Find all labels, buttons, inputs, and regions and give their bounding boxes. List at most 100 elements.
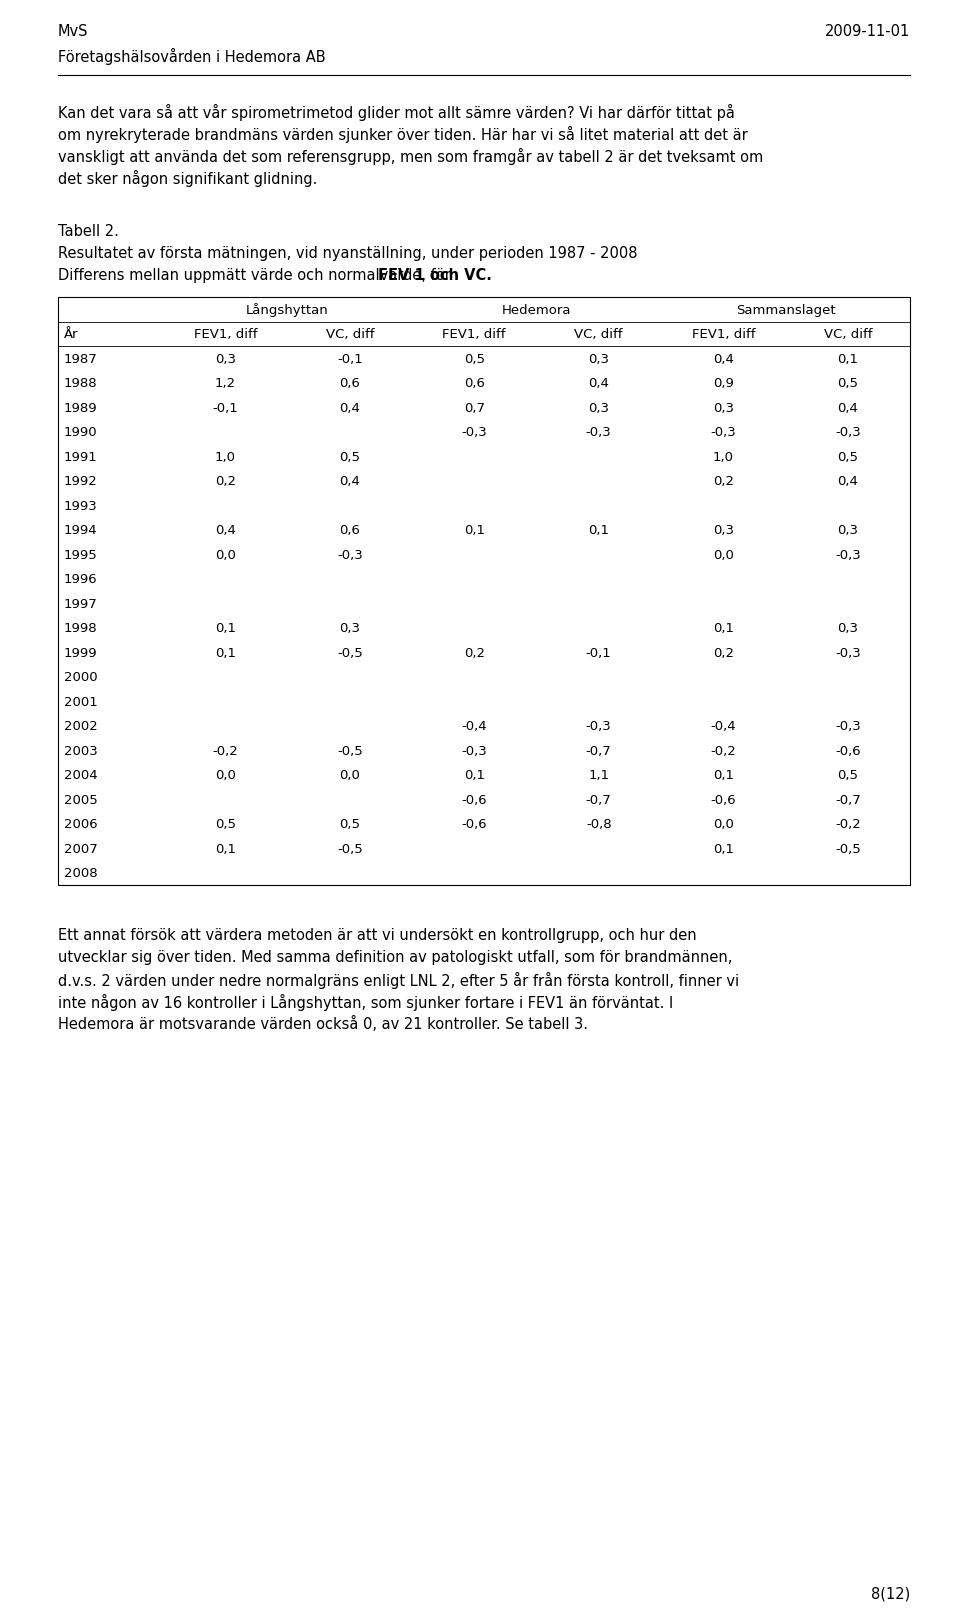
Text: Resultatet av första mätningen, vid nyanställning, under perioden 1987 - 2008: Resultatet av första mätningen, vid nyan… (58, 245, 637, 261)
Text: 0,3: 0,3 (712, 524, 733, 537)
Text: 0,1: 0,1 (712, 622, 733, 635)
Text: 0,4: 0,4 (215, 524, 236, 537)
Text: 0,4: 0,4 (837, 476, 858, 489)
Text: -0,1: -0,1 (337, 352, 363, 365)
Text: 0,0: 0,0 (215, 769, 236, 782)
Text: 0,1: 0,1 (464, 524, 485, 537)
Text: -0,7: -0,7 (835, 794, 860, 807)
Text: 0,1: 0,1 (464, 769, 485, 782)
Text: 0,5: 0,5 (339, 818, 360, 831)
Text: Tabell 2.: Tabell 2. (58, 224, 119, 239)
Text: 0,3: 0,3 (215, 352, 236, 365)
Text: -0,5: -0,5 (835, 842, 860, 855)
Text: 2000: 2000 (64, 670, 98, 683)
Text: 0,2: 0,2 (464, 646, 485, 659)
Text: 0,1: 0,1 (712, 769, 733, 782)
Text: 0,2: 0,2 (215, 476, 236, 489)
Text: 2001: 2001 (64, 695, 98, 708)
Text: 0,1: 0,1 (588, 524, 610, 537)
Text: 1,0: 1,0 (712, 451, 733, 464)
Text: FEV1, diff: FEV1, diff (443, 328, 506, 341)
Text: 1999: 1999 (64, 646, 98, 659)
Text: -0,7: -0,7 (586, 794, 612, 807)
Text: 0,4: 0,4 (339, 476, 360, 489)
Text: 2005: 2005 (64, 794, 98, 807)
Text: -0,3: -0,3 (337, 549, 363, 562)
Text: -0,3: -0,3 (835, 646, 860, 659)
Text: -0,1: -0,1 (586, 646, 612, 659)
FancyBboxPatch shape (58, 297, 910, 886)
Text: 1998: 1998 (64, 622, 98, 635)
Text: MvS: MvS (58, 24, 88, 39)
Text: -0,3: -0,3 (462, 425, 487, 438)
Text: 0,4: 0,4 (713, 352, 733, 365)
Text: 2003: 2003 (64, 745, 98, 758)
Text: 0,5: 0,5 (464, 352, 485, 365)
Text: -0,2: -0,2 (212, 745, 238, 758)
Text: 0,1: 0,1 (215, 622, 236, 635)
Text: -0,6: -0,6 (462, 794, 487, 807)
Text: 0,6: 0,6 (339, 377, 360, 390)
Text: -0,3: -0,3 (835, 425, 860, 438)
Text: 0,5: 0,5 (215, 818, 236, 831)
Text: 0,2: 0,2 (712, 646, 733, 659)
Text: 2008: 2008 (64, 867, 98, 880)
Text: VC, diff: VC, diff (824, 328, 872, 341)
Text: -0,5: -0,5 (337, 842, 363, 855)
Text: 1993: 1993 (64, 500, 98, 513)
Text: d.v.s. 2 värden under nedre normalgräns enligt LNL 2, efter 5 år från första kon: d.v.s. 2 värden under nedre normalgräns … (58, 972, 739, 988)
Text: -0,3: -0,3 (462, 745, 487, 758)
Text: 2007: 2007 (64, 842, 98, 855)
Text: 0,0: 0,0 (215, 549, 236, 562)
Text: 0,0: 0,0 (713, 549, 733, 562)
Text: FEV1, diff: FEV1, diff (691, 328, 755, 341)
Text: -0,4: -0,4 (710, 721, 736, 734)
Text: -0,5: -0,5 (337, 646, 363, 659)
Text: 0,5: 0,5 (837, 769, 858, 782)
Text: vanskligt att använda det som referensgrupp, men som framgår av tabell 2 är det : vanskligt att använda det som referensgr… (58, 148, 763, 166)
Text: 0,1: 0,1 (215, 646, 236, 659)
Text: 1,1: 1,1 (588, 769, 610, 782)
Text: 0,0: 0,0 (339, 769, 360, 782)
Text: -0,3: -0,3 (835, 721, 860, 734)
Text: -0,2: -0,2 (835, 818, 860, 831)
Text: 1988: 1988 (64, 377, 98, 390)
Text: 1990: 1990 (64, 425, 98, 438)
Text: År: År (64, 328, 79, 341)
Text: -0,6: -0,6 (835, 745, 860, 758)
Text: 0,6: 0,6 (464, 377, 485, 390)
Text: 0,3: 0,3 (588, 352, 610, 365)
Text: Hedemora är motsvarande värden också 0, av 21 kontroller. Se tabell 3.: Hedemora är motsvarande värden också 0, … (58, 1016, 588, 1031)
Text: FEV1, diff: FEV1, diff (194, 328, 257, 341)
Text: 0,3: 0,3 (712, 401, 733, 414)
Text: inte någon av 16 kontroller i Långshyttan, som sjunker fortare i FEV1 än förvänt: inte någon av 16 kontroller i Långshytta… (58, 993, 673, 1011)
Text: -0,3: -0,3 (586, 425, 612, 438)
Text: -0,6: -0,6 (462, 818, 487, 831)
Text: 0,4: 0,4 (837, 401, 858, 414)
Text: 1989: 1989 (64, 401, 98, 414)
Text: Kan det vara så att vår spirometrimetod glider mot allt sämre värden? Vi har där: Kan det vara så att vår spirometrimetod … (58, 104, 734, 122)
Text: 0,1: 0,1 (712, 842, 733, 855)
Text: 0,3: 0,3 (339, 622, 360, 635)
Text: -0,3: -0,3 (586, 721, 612, 734)
Text: -0,1: -0,1 (212, 401, 238, 414)
Text: 0,5: 0,5 (837, 451, 858, 464)
Text: 0,2: 0,2 (712, 476, 733, 489)
Text: utvecklar sig över tiden. Med samma definition av patologiskt utfall, som för br: utvecklar sig över tiden. Med samma defi… (58, 949, 732, 964)
Text: 1996: 1996 (64, 573, 98, 586)
Text: 0,4: 0,4 (588, 377, 610, 390)
Text: 0,3: 0,3 (837, 622, 858, 635)
Text: 0,1: 0,1 (215, 842, 236, 855)
Text: 0,9: 0,9 (713, 377, 733, 390)
Text: Sammanslaget: Sammanslaget (735, 304, 835, 316)
Text: -0,2: -0,2 (710, 745, 736, 758)
Text: 1987: 1987 (64, 352, 98, 365)
Text: -0,7: -0,7 (586, 745, 612, 758)
Text: -0,3: -0,3 (835, 549, 860, 562)
Text: Ett annat försök att värdera metoden är att vi undersökt en kontrollgrupp, och h: Ett annat försök att värdera metoden är … (58, 927, 697, 943)
Text: 1994: 1994 (64, 524, 98, 537)
Text: -0,4: -0,4 (462, 721, 487, 734)
Text: 0,5: 0,5 (339, 451, 360, 464)
Text: Hedemora: Hedemora (502, 304, 571, 316)
Text: FEV 1 och VC.: FEV 1 och VC. (378, 268, 492, 282)
